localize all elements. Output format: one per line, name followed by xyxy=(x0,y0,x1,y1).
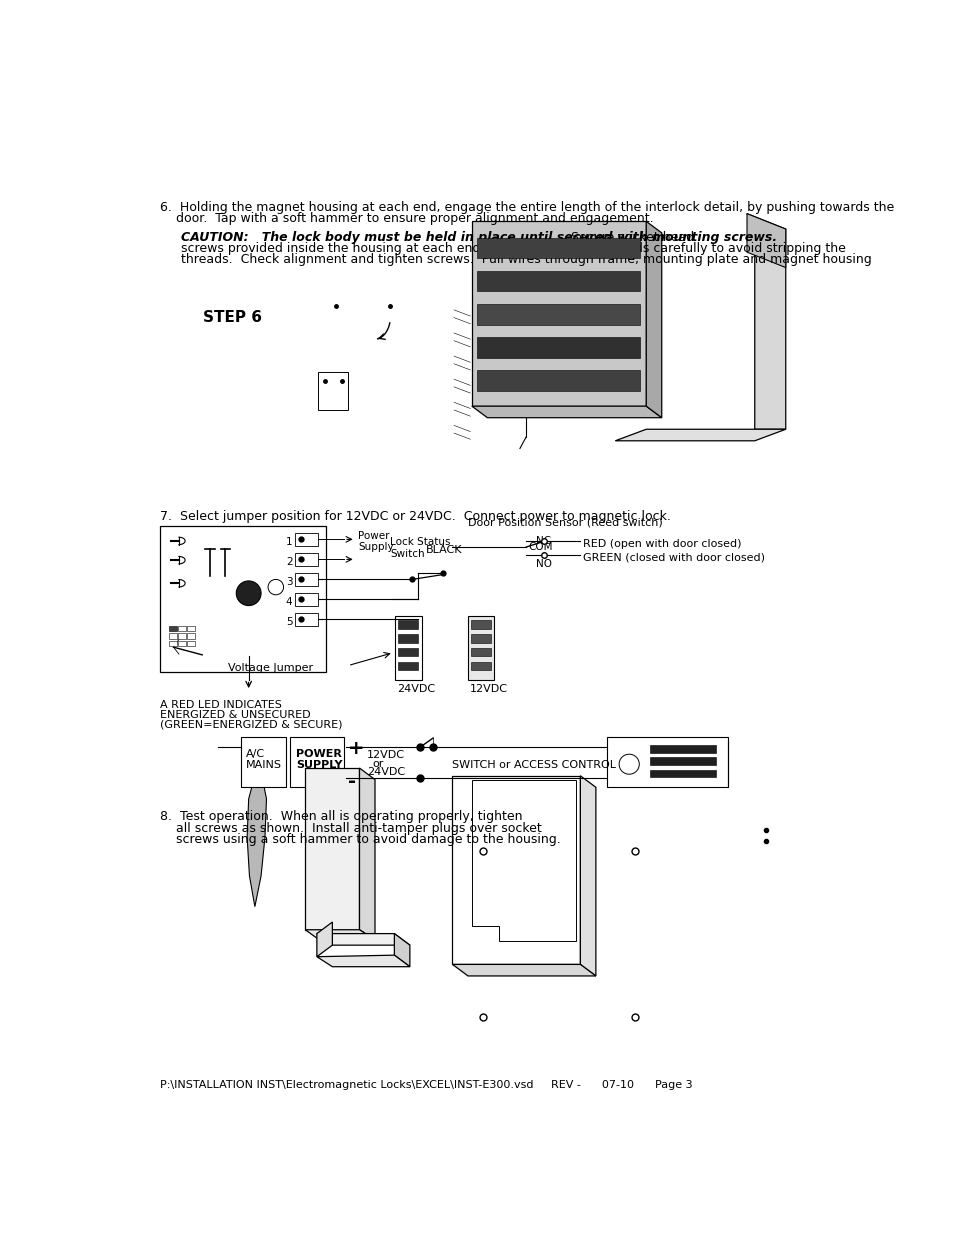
Polygon shape xyxy=(316,923,332,957)
Text: A RED LED INDICATES: A RED LED INDICATES xyxy=(159,699,281,710)
Polygon shape xyxy=(476,237,639,258)
Text: P:\INSTALLATION INST\Electromagnetic Locks\EXCEL\INST-E300.vsd     REV -      07: P:\INSTALLATION INST\Electromagnetic Loc… xyxy=(159,1079,692,1091)
Text: 8.  Test operation.  When all is operating properly, tighten: 8. Test operation. When all is operating… xyxy=(159,810,521,824)
Text: Secure socket head: Secure socket head xyxy=(562,231,693,245)
Text: 7.  Select jumper position for 12VDC or 24VDC.  Connect power to magnetic lock.: 7. Select jumper position for 12VDC or 2… xyxy=(159,510,670,524)
Text: SWITCH or ACCESS CONTROL: SWITCH or ACCESS CONTROL xyxy=(452,761,616,771)
Bar xyxy=(318,372,348,410)
Bar xyxy=(395,616,421,679)
Bar xyxy=(471,634,491,642)
Text: 12VDC: 12VDC xyxy=(469,684,507,694)
Text: 24VDC: 24VDC xyxy=(367,767,405,777)
Bar xyxy=(178,634,186,638)
Text: 3: 3 xyxy=(286,577,293,587)
Text: -: - xyxy=(348,772,355,790)
Polygon shape xyxy=(359,768,375,940)
Polygon shape xyxy=(452,965,596,976)
Bar xyxy=(178,641,186,646)
Text: +: + xyxy=(348,739,364,758)
Bar xyxy=(471,620,491,629)
Text: ENERGIZED & UNSECURED: ENERGIZED & UNSECURED xyxy=(159,710,310,720)
Text: CAUTION:   The lock body must be held in place until secured with mounting screw: CAUTION: The lock body must be held in p… xyxy=(181,231,777,245)
Polygon shape xyxy=(316,934,410,945)
Bar xyxy=(187,641,195,646)
Bar xyxy=(649,745,716,752)
Text: GREEN (closed with door closed): GREEN (closed with door closed) xyxy=(582,552,764,562)
Bar xyxy=(397,634,418,642)
Text: POWER
SUPPLY: POWER SUPPLY xyxy=(295,748,342,771)
Polygon shape xyxy=(476,337,639,358)
Bar xyxy=(178,626,186,631)
Bar xyxy=(187,626,195,631)
Polygon shape xyxy=(305,768,359,930)
Circle shape xyxy=(236,580,261,605)
Bar xyxy=(294,534,318,546)
Polygon shape xyxy=(579,776,596,976)
Polygon shape xyxy=(472,406,661,417)
Text: BLACK: BLACK xyxy=(426,545,462,555)
Polygon shape xyxy=(476,270,639,291)
Bar xyxy=(294,593,318,605)
Text: NC: NC xyxy=(536,536,551,546)
Bar xyxy=(607,737,727,787)
Bar xyxy=(290,737,344,787)
Polygon shape xyxy=(305,930,375,940)
Text: or: or xyxy=(372,758,383,769)
Text: 2: 2 xyxy=(286,557,293,567)
Text: LED: LED xyxy=(236,610,252,619)
Text: (GREEN=ENERGIZED & SECURE): (GREEN=ENERGIZED & SECURE) xyxy=(159,720,342,730)
Text: 24VDC: 24VDC xyxy=(396,684,435,694)
Text: NO: NO xyxy=(536,558,552,568)
Polygon shape xyxy=(615,430,785,441)
Bar xyxy=(649,757,716,764)
Text: STEP 6: STEP 6 xyxy=(203,310,262,325)
Polygon shape xyxy=(476,370,639,390)
Text: RED (open with door closed): RED (open with door closed) xyxy=(582,538,740,548)
Bar xyxy=(471,662,491,671)
Bar xyxy=(397,662,418,671)
Text: 4: 4 xyxy=(286,597,293,608)
Text: Voltage Jumper: Voltage Jumper xyxy=(228,662,313,673)
Bar xyxy=(169,626,176,631)
Polygon shape xyxy=(316,955,410,967)
Polygon shape xyxy=(645,221,661,417)
Bar xyxy=(159,526,326,672)
Bar xyxy=(397,620,418,629)
Text: 1: 1 xyxy=(286,537,293,547)
Text: screws using a soft hammer to avoid damage to the housing.: screws using a soft hammer to avoid dama… xyxy=(159,834,559,846)
Bar xyxy=(241,737,286,787)
Bar xyxy=(294,573,318,585)
Bar xyxy=(294,553,318,566)
Text: door.  Tap with a soft hammer to ensure proper alignment and engagement.: door. Tap with a soft hammer to ensure p… xyxy=(159,212,653,225)
Polygon shape xyxy=(247,776,266,906)
Bar xyxy=(649,769,716,777)
Text: screws provided inside the housing at each end.  Start screws into threads caref: screws provided inside the housing at ea… xyxy=(181,242,845,256)
Polygon shape xyxy=(476,304,639,325)
Text: threads.  Check alignment and tighten screws.  Pull wires through frame, mountin: threads. Check alignment and tighten scr… xyxy=(181,253,871,266)
Text: Door Position Sensor (Reed switch): Door Position Sensor (Reed switch) xyxy=(468,517,662,527)
Bar xyxy=(397,648,418,656)
Bar xyxy=(169,641,176,646)
Bar xyxy=(471,648,491,656)
Text: 6.  Holding the magnet housing at each end, engage the entire length of the inte: 6. Holding the magnet housing at each en… xyxy=(159,200,893,214)
Bar xyxy=(187,634,195,638)
Text: all screws as shown.  Install anti-tamper plugs over socket: all screws as shown. Install anti-tamper… xyxy=(159,823,540,835)
Text: Power
Supply: Power Supply xyxy=(357,531,394,552)
Polygon shape xyxy=(472,221,645,406)
Text: 12VDC: 12VDC xyxy=(367,751,405,761)
Polygon shape xyxy=(746,214,785,268)
Text: Lock Status
Switch: Lock Status Switch xyxy=(390,537,451,558)
Text: COM: COM xyxy=(528,542,553,552)
Bar xyxy=(468,616,494,679)
Polygon shape xyxy=(394,934,410,967)
Text: 5: 5 xyxy=(286,618,293,627)
Bar xyxy=(169,634,176,638)
Polygon shape xyxy=(472,779,576,941)
Text: A/C
MAINS: A/C MAINS xyxy=(246,748,282,771)
Bar xyxy=(294,614,318,626)
Polygon shape xyxy=(746,214,785,430)
